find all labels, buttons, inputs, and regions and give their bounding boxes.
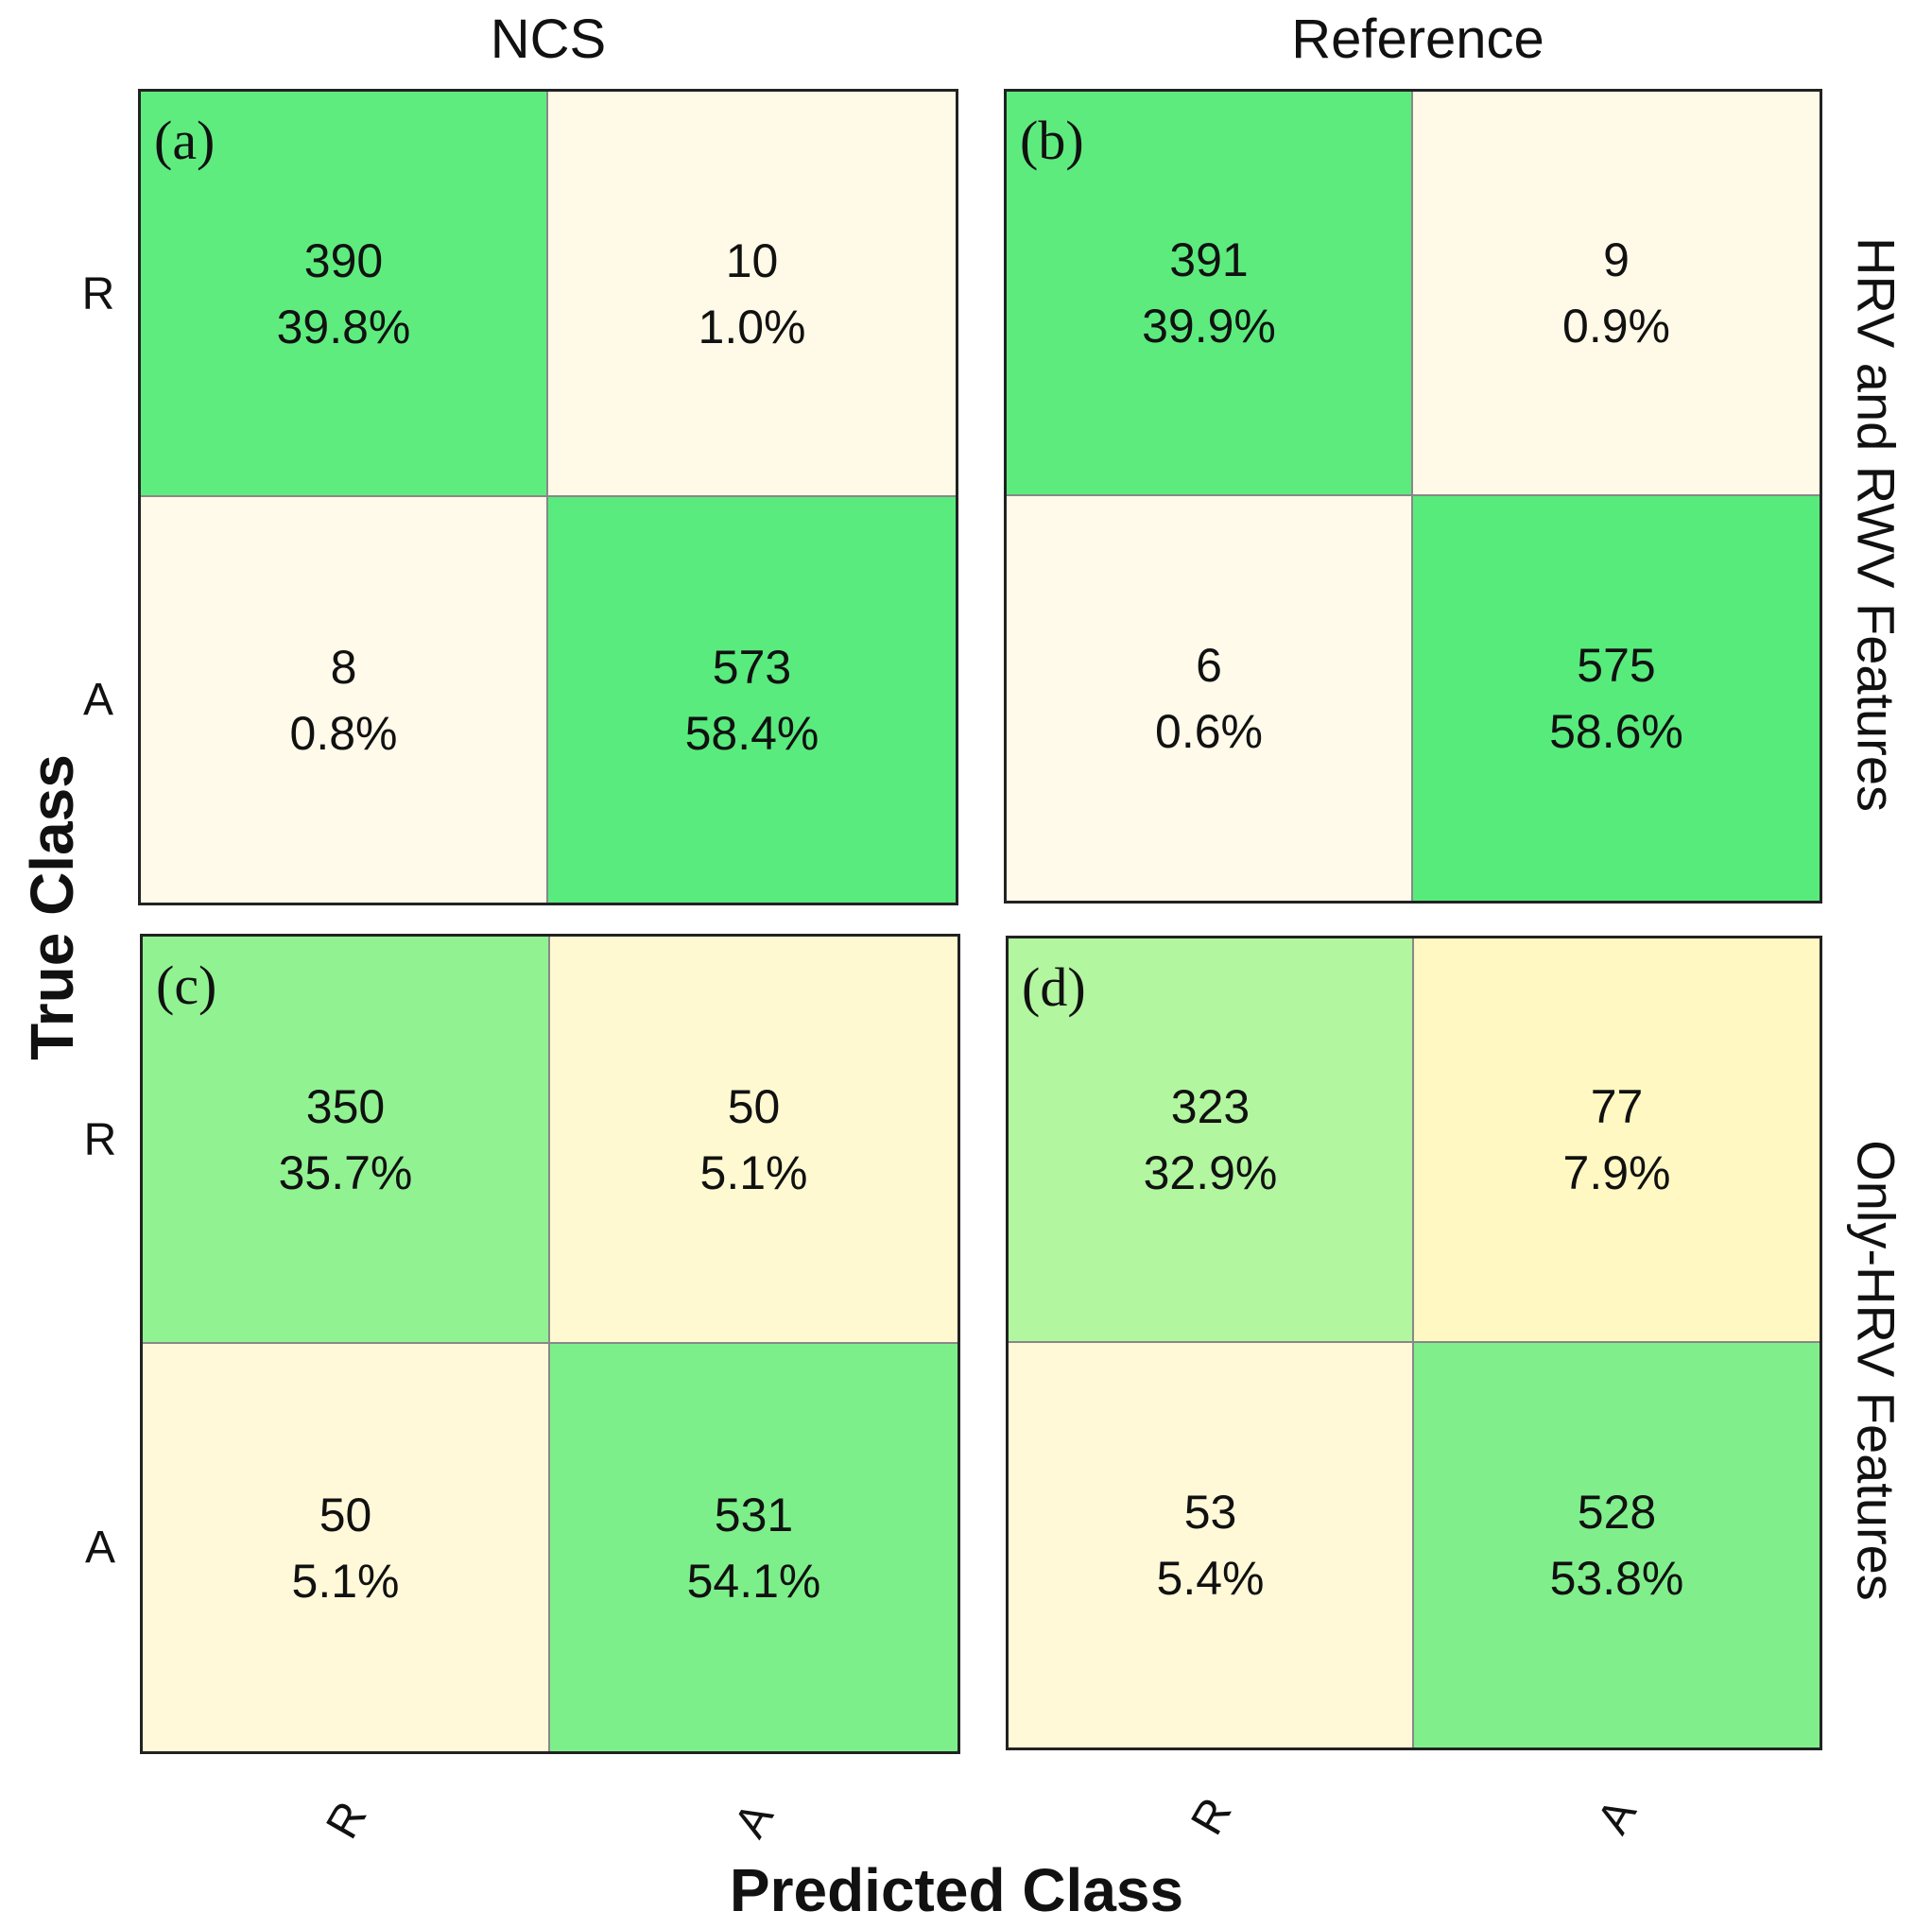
- cell-percent: 0.6%: [1155, 705, 1263, 758]
- cell-percent: 58.4%: [684, 706, 819, 760]
- cell-percent: 35.7%: [278, 1145, 413, 1199]
- cell-percent: 32.9%: [1143, 1146, 1278, 1199]
- column-title-ncs: NCS: [490, 9, 607, 70]
- cell-count: 350: [305, 1079, 386, 1133]
- panel-d-cell-r-r: 323 32.9%: [1009, 938, 1414, 1343]
- cell-percent: 5.1%: [699, 1145, 808, 1199]
- panel-c: 350 35.7% 50 5.1% 50 5.1% 531 54.1% (c): [140, 934, 960, 1754]
- panel-d: 323 32.9% 77 7.9% 53 5.4% 528 53.8% (d): [1006, 936, 1822, 1750]
- cell-count: 6: [1196, 639, 1222, 692]
- cell-percent: 7.9%: [1562, 1146, 1671, 1199]
- x-axis-title: Predicted Class: [729, 1856, 1184, 1924]
- panel-c-cell-a-a: 531 54.1%: [550, 1344, 957, 1751]
- column-title-reference: Reference: [1291, 9, 1544, 70]
- cell-count: 8: [330, 640, 357, 694]
- cell-percent: 39.9%: [1142, 300, 1276, 353]
- panel-d-cell-a-r: 53 5.4%: [1009, 1343, 1414, 1747]
- cell-count: 50: [319, 1488, 372, 1541]
- cell-count: 53: [1183, 1486, 1237, 1539]
- row-title-only-hrv: Only-HRV Features: [1846, 1140, 1906, 1601]
- cell-percent: 39.8%: [276, 300, 411, 353]
- cell-count: 323: [1170, 1080, 1251, 1133]
- panel-b-cell-r-a: 9 0.9%: [1413, 92, 1820, 496]
- cell-percent: 5.1%: [291, 1554, 400, 1608]
- panel-d-x-tick-r: R: [1181, 1789, 1242, 1844]
- cell-count: 10: [725, 233, 779, 287]
- cell-percent: 54.1%: [686, 1554, 821, 1608]
- cell-count: 9: [1603, 233, 1630, 286]
- cell-count: 77: [1590, 1080, 1644, 1133]
- panel-c-cell-r-a: 50 5.1%: [550, 937, 957, 1344]
- panel-d-label: (d): [1022, 956, 1086, 1018]
- cell-percent: 53.8%: [1549, 1552, 1684, 1605]
- panel-a-cell-a-r: 8 0.8%: [141, 497, 548, 903]
- cell-count: 390: [303, 233, 384, 287]
- panel-c-x-tick-r: R: [316, 1793, 377, 1848]
- cell-percent: 5.4%: [1156, 1552, 1265, 1605]
- panel-c-x-tick-a: A: [724, 1794, 784, 1847]
- panel-a-cell-r-a: 10 1.0%: [548, 92, 956, 497]
- cell-percent: 0.9%: [1562, 300, 1670, 353]
- panel-b-label: (b): [1020, 110, 1084, 171]
- cell-percent: 0.8%: [289, 706, 398, 760]
- cell-percent: 58.6%: [1549, 705, 1683, 758]
- cell-count: 573: [712, 640, 792, 694]
- panel-a-cell-r-r: 390 39.8%: [141, 92, 548, 497]
- cell-count: 528: [1577, 1486, 1657, 1539]
- panel-d-cell-r-a: 77 7.9%: [1414, 938, 1820, 1343]
- panel-c-cell-a-r: 50 5.1%: [143, 1344, 550, 1751]
- cell-count: 391: [1169, 233, 1249, 286]
- panel-d-x-tick-a: A: [1587, 1790, 1647, 1843]
- panel-b-cell-r-r: 391 39.9%: [1007, 92, 1413, 496]
- panel-c-y-tick-r: R: [83, 1114, 117, 1165]
- panel-b-cell-a-r: 6 0.6%: [1007, 496, 1413, 901]
- panel-c-cell-r-r: 350 35.7%: [143, 937, 550, 1344]
- panel-a-cell-a-a: 573 58.4%: [548, 497, 956, 903]
- panel-c-y-tick-a: A: [84, 1522, 115, 1573]
- panel-a-y-tick-r: R: [81, 268, 115, 319]
- panel-a-label: (a): [154, 110, 216, 171]
- panel-a-y-tick-a: A: [82, 674, 113, 725]
- panel-b-cell-a-a: 575 58.6%: [1413, 496, 1820, 901]
- y-axis-title: True Class: [18, 754, 86, 1060]
- row-title-hrv-rwv: HRV and RWV Features: [1846, 237, 1906, 812]
- panel-a: 390 39.8% 10 1.0% 8 0.8% 573 58.4% (a): [138, 89, 958, 905]
- panel-c-label: (c): [156, 955, 217, 1016]
- cell-count: 575: [1577, 639, 1656, 692]
- cell-count: 531: [714, 1488, 794, 1541]
- panel-d-cell-a-a: 528 53.8%: [1414, 1343, 1820, 1747]
- panel-b: 391 39.9% 9 0.9% 6 0.6% 575 58.6% (b): [1004, 89, 1822, 904]
- cell-percent: 1.0%: [698, 300, 806, 353]
- cell-count: 50: [727, 1079, 781, 1133]
